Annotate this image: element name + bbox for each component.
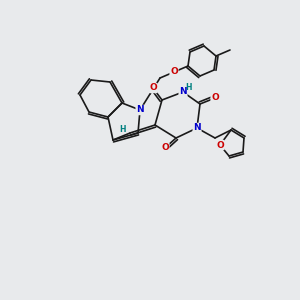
Text: N: N bbox=[179, 88, 187, 97]
Text: O: O bbox=[170, 68, 178, 76]
Text: N: N bbox=[193, 124, 201, 133]
Text: O: O bbox=[149, 83, 157, 92]
Text: H: H bbox=[119, 124, 125, 134]
Text: O: O bbox=[161, 143, 169, 152]
Text: H: H bbox=[186, 82, 192, 91]
Text: N: N bbox=[136, 106, 144, 115]
Text: O: O bbox=[216, 140, 224, 149]
Text: O: O bbox=[211, 94, 219, 103]
